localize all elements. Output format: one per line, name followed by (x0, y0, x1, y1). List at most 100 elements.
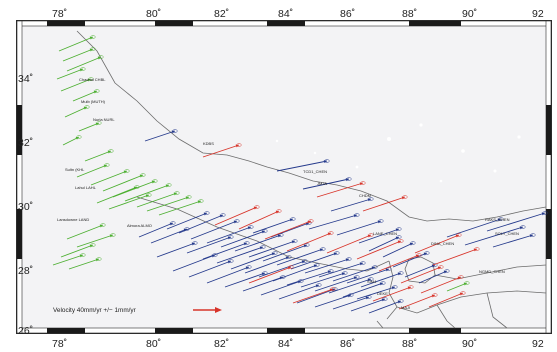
velocity-arrow (66, 224, 104, 240)
lon-tick-bottom: 80˚ (146, 338, 161, 350)
velocity-arrow (398, 294, 436, 310)
error-ellipse (396, 227, 402, 231)
velocity-arrow (464, 226, 524, 246)
velocity-arrow (260, 280, 302, 296)
lon-tick-bottom: 88˚ (402, 338, 417, 350)
velocity-arrow (360, 272, 402, 288)
error-ellipse (234, 219, 240, 223)
velocity-arrow (84, 150, 112, 162)
error-ellipse (416, 253, 422, 257)
site-label: SIM4 (367, 279, 377, 284)
lon-tick-bottom: 86˚ (340, 338, 355, 350)
gps-velocity-map: Chachal CHBL Mulb (MUTH) Nurla NURL Sult… (17, 21, 551, 333)
lon-tick-top: 84˚ (278, 8, 293, 20)
velocity-arrow (206, 266, 250, 284)
error-ellipse (186, 195, 192, 199)
error-ellipse (212, 253, 218, 257)
velocity-arrow (60, 78, 92, 92)
site-label: Chachal CHBL (79, 77, 106, 82)
velocity-arrow (332, 266, 376, 282)
velocity-arrow (270, 222, 310, 238)
velocity-arrow (414, 234, 460, 254)
velocity-arrow (144, 130, 176, 142)
error-ellipse (244, 241, 250, 245)
velocity-arrow (108, 194, 150, 210)
error-ellipse (286, 255, 292, 259)
velocity-arrow (314, 294, 352, 308)
site-labels: Chachal CHBL Mulb (MUTH) Nurla NURL Sult… (57, 77, 519, 310)
error-ellipse (328, 231, 334, 235)
lon-tick-top: 86˚ (340, 8, 355, 20)
error-ellipse (382, 297, 388, 301)
velocity-arrow (244, 256, 290, 274)
velocity-arrow (56, 68, 84, 80)
error-ellipse (346, 177, 352, 181)
velocity-arrow (368, 236, 400, 252)
velocity-arrow (76, 234, 114, 248)
error-ellipse (90, 35, 96, 39)
error-ellipse (104, 163, 110, 167)
error-ellipse (248, 225, 254, 229)
velocity-arrow (404, 264, 436, 278)
velocity-arrow (58, 36, 94, 52)
error-ellipse (262, 271, 268, 275)
velocity-arrow (316, 182, 364, 198)
velocity-arrow (296, 288, 336, 304)
site-label: Lahul LAHL (75, 185, 97, 190)
velocity-arrow (356, 286, 396, 300)
site-label: TCD1_CHEN (303, 169, 327, 174)
velocity-arrow (248, 240, 296, 258)
velocity-arrow (326, 234, 372, 254)
error-ellipse (314, 263, 320, 267)
velocity-arrow (332, 296, 370, 310)
velocity-arrow (62, 48, 94, 62)
velocity-arrow (342, 282, 384, 298)
velocity-arrow (52, 254, 84, 266)
velocity-arrow (76, 164, 108, 178)
error-ellipse (392, 285, 398, 289)
velocity-arrow (276, 248, 324, 266)
velocity-arrow (242, 276, 284, 292)
velocity-arrow (202, 144, 240, 158)
map-frame: Chachal CHBL Mulb (MUTH) Nurla NURL Sult… (16, 20, 552, 334)
error-ellipse (290, 217, 296, 221)
error-ellipse (298, 279, 304, 283)
lon-tick-top: 88˚ (402, 8, 417, 20)
site-label: MAJI (401, 305, 410, 310)
velocity-arrows (52, 35, 548, 314)
error-ellipse (380, 281, 386, 285)
error-ellipse (260, 245, 266, 249)
velocity-arrow (276, 160, 328, 172)
velocity-arrow (286, 232, 332, 252)
velocity-arrow (346, 268, 390, 284)
velocity-arrow (318, 262, 364, 278)
error-ellipse (398, 239, 404, 243)
frame-scale-bars (17, 21, 551, 333)
velocity-arrow (264, 220, 312, 240)
site-label: DEKE (377, 291, 388, 296)
lon-tick-bottom: 82˚ (214, 338, 229, 350)
velocity-arrow (188, 260, 232, 278)
velocity-arrow (382, 242, 414, 258)
velocity-arrow (156, 242, 196, 258)
velocity-arrow (230, 252, 276, 270)
site-label: Almora ALMO (127, 223, 152, 228)
error-ellipse (170, 221, 176, 225)
error-ellipse (228, 235, 234, 239)
velocity-arrow (372, 286, 412, 302)
error-ellipse (292, 239, 298, 243)
velocity-arrow (418, 270, 448, 284)
error-ellipse (108, 149, 114, 153)
site-label: NGMD_CHEN (479, 269, 505, 274)
velocity-arrow (308, 214, 358, 230)
velocity-arrowhead (75, 137, 79, 140)
velocity-arrow (292, 288, 334, 304)
velocity-arrow (486, 212, 546, 232)
velocity-arrow (190, 220, 238, 240)
error-ellipse (330, 287, 336, 291)
error-ellipse (366, 295, 372, 299)
velocity-arrow (278, 284, 320, 300)
velocity-arrow (220, 230, 266, 248)
site-label: Lansdowne LAND (57, 217, 89, 222)
error-ellipse (96, 257, 102, 261)
